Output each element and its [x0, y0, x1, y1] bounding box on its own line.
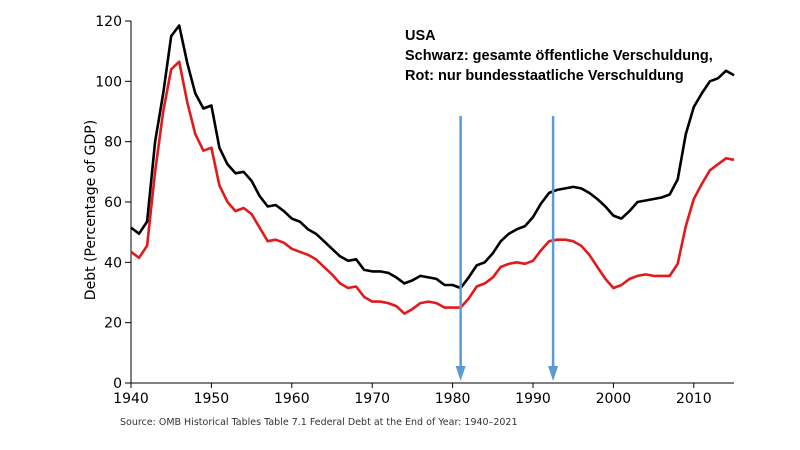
x-tick-label-5: 1990	[515, 391, 551, 407]
y-tick-label-0: 0	[113, 376, 122, 392]
series-line-0	[130, 24, 735, 290]
y-tick-label-5: 100	[95, 74, 122, 90]
x-tick-label-6: 2000	[596, 391, 632, 407]
x-tick-label-1: 1950	[194, 391, 230, 407]
x-ticks: 1940 1950 1960 1970 1980 1990 2000 2010	[113, 383, 712, 407]
x-tick-label-3: 1970	[354, 391, 390, 407]
arrow-0	[455, 116, 466, 381]
annotation-line-1: USA	[405, 28, 436, 44]
y-tick-label-1: 20	[104, 316, 122, 332]
y-tick-label-3: 60	[104, 195, 122, 211]
x-tick-label-0: 1940	[113, 391, 149, 407]
y-ticks: 0 20 40 60 80 100 120	[95, 14, 131, 392]
source-note: Source: OMB Historical Tables Table 7.1 …	[120, 417, 518, 428]
y-tick-label-6: 120	[95, 14, 122, 30]
x-tick-label-7: 2010	[676, 391, 712, 407]
y-axis-label: Debt (Percentage of GDP)	[83, 120, 99, 300]
x-tick-label-4: 1980	[435, 391, 471, 407]
series-line-1	[130, 60, 735, 315]
arrow-layer	[455, 116, 559, 381]
annotation-line-2: Schwarz: gesamte öffentliche Verschuldun…	[405, 48, 713, 64]
arrow-1	[548, 116, 559, 381]
x-tick-label-2: 1960	[274, 391, 310, 407]
annotation-line-3: Rot: nur bundesstaatliche Verschuldung	[405, 68, 684, 84]
y-tick-label-2: 40	[104, 255, 122, 271]
y-tick-label-4: 80	[104, 135, 122, 151]
series-layer	[130, 24, 735, 315]
